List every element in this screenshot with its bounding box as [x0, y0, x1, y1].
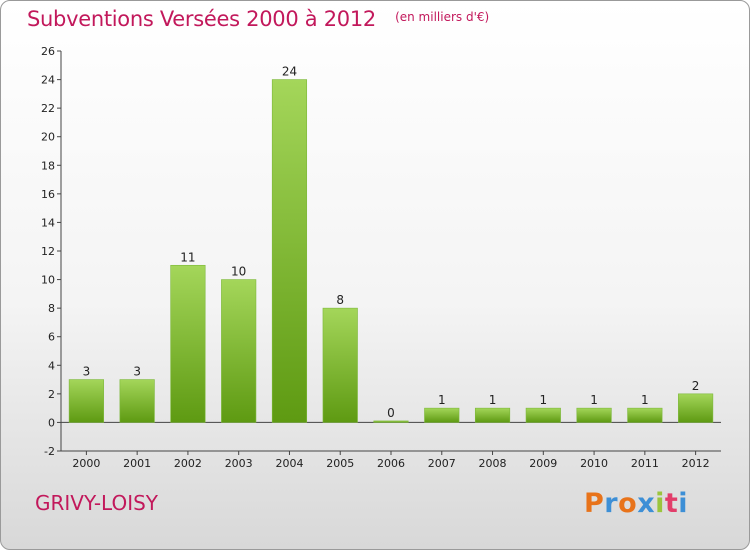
x-tick-label-2006: 2006 [377, 457, 405, 470]
y-tick-label: 16 [41, 188, 55, 201]
y-tick-label: 20 [41, 131, 55, 144]
bar-2011 [627, 407, 663, 423]
chart-title: Subventions Versées 2000 à 2012 [27, 7, 376, 31]
proxiti-logo[interactable]: Proxiti [584, 488, 688, 519]
x-tick-label-2004: 2004 [275, 457, 303, 470]
y-tick-label: 10 [41, 274, 55, 287]
bar-2008 [474, 407, 511, 423]
title-row: Subventions Versées 2000 à 2012 (en mill… [27, 7, 489, 31]
bar-2001 [119, 379, 155, 423]
y-tick-label: 6 [48, 331, 55, 344]
y-tick-label: 12 [41, 245, 55, 258]
commune-name: GRIVY-LOISY [35, 491, 159, 515]
data-label-2003: 10 [231, 265, 246, 279]
bar-2002 [170, 264, 206, 423]
x-tick-label-2005: 2005 [326, 457, 354, 470]
x-tick-label-2011: 2011 [631, 457, 659, 470]
bar-2012 [678, 393, 714, 423]
x-tick-label-2008: 2008 [479, 457, 507, 470]
y-tick-label: 8 [48, 302, 55, 315]
data-label-2004: 24 [282, 65, 297, 79]
y-tick-label: 14 [41, 216, 55, 229]
bar-2003 [221, 279, 257, 423]
data-label-2010: 1 [590, 393, 598, 407]
bar-2006 [373, 420, 409, 423]
bar-2009 [525, 407, 561, 423]
x-tick-label-2009: 2009 [529, 457, 557, 470]
data-label-2007: 1 [438, 393, 446, 407]
logo-letter: x [637, 488, 656, 519]
data-label-2009: 1 [539, 393, 547, 407]
bar-2007 [424, 407, 460, 423]
y-tick-label: 24 [41, 74, 55, 87]
logo-letter: o [618, 488, 638, 519]
bar-2004 [271, 79, 308, 423]
y-tick-label: 2 [48, 388, 55, 401]
data-label-2006: 0 [387, 406, 395, 420]
x-tick-label-2002: 2002 [174, 457, 202, 470]
logo-letter: t [664, 488, 679, 519]
bar-2005 [322, 307, 358, 423]
x-tick-label-2010: 2010 [580, 457, 608, 470]
y-tick-label: 0 [48, 416, 55, 429]
y-tick-label: 26 [41, 45, 55, 58]
y-tick-label: 18 [41, 159, 55, 172]
bar-2010 [576, 407, 612, 423]
logo-letter: i [678, 488, 689, 519]
x-tick-label-2003: 2003 [225, 457, 253, 470]
logo-letter: r [604, 488, 619, 519]
bar-2000 [68, 379, 104, 423]
chart-subtitle: (en milliers d'€) [395, 10, 490, 24]
y-tick-label: 22 [41, 102, 55, 115]
data-label-2012: 2 [692, 379, 700, 393]
x-tick-label-2000: 2000 [72, 457, 100, 470]
y-tick-label: 4 [48, 359, 55, 372]
y-tick-label: -2 [44, 445, 55, 458]
x-tick-label-2012: 2012 [682, 457, 710, 470]
data-label-2001: 3 [133, 365, 141, 379]
data-label-2011: 1 [641, 393, 649, 407]
data-label-2000: 3 [83, 365, 91, 379]
x-tick-label-2007: 2007 [428, 457, 456, 470]
logo-letter: i [655, 488, 665, 519]
logo-letter: P [584, 488, 605, 519]
data-label-2008: 1 [489, 393, 497, 407]
data-label-2005: 8 [336, 293, 344, 307]
x-tick-label-2001: 2001 [123, 457, 151, 470]
data-label-2002: 11 [180, 250, 195, 264]
